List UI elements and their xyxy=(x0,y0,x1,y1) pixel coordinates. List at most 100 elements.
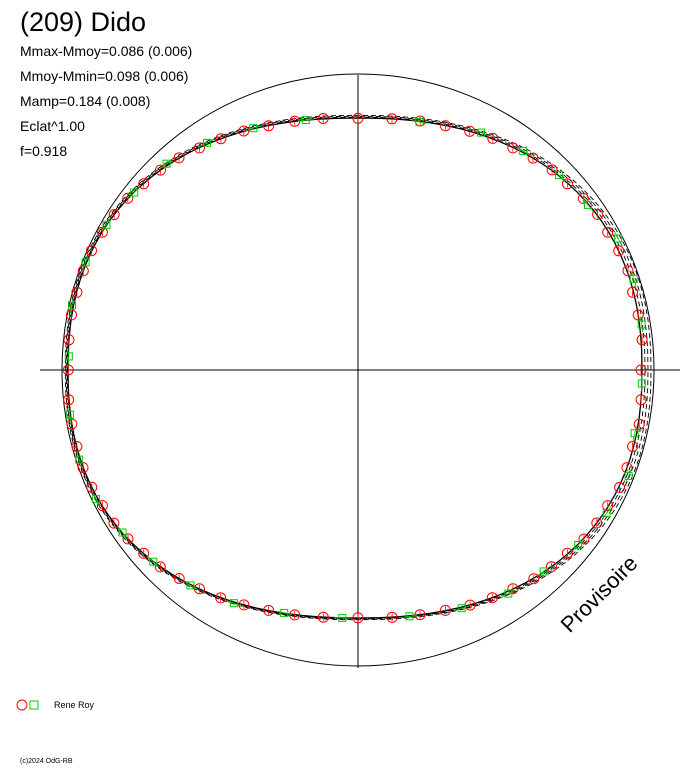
square-marker xyxy=(229,599,238,608)
circle-marker xyxy=(86,481,98,493)
circle-marker xyxy=(263,604,275,616)
circle-marker xyxy=(633,418,645,430)
model-curve-0 xyxy=(67,117,643,619)
square-marker xyxy=(81,258,90,267)
circle-marker xyxy=(352,612,364,624)
square-marker-tick xyxy=(632,425,637,442)
circle-marker xyxy=(66,418,78,430)
model-curve-3 xyxy=(64,114,652,621)
legend-symbols xyxy=(16,699,39,711)
square-marker-tick xyxy=(411,120,428,124)
circle-marker xyxy=(215,592,227,604)
circle-marker xyxy=(215,133,227,145)
square-marker xyxy=(102,220,111,229)
square-marker-tick xyxy=(101,217,112,232)
circle-marker xyxy=(507,583,519,595)
circle-marker xyxy=(527,152,539,164)
circle-marker xyxy=(386,611,398,623)
square-marker xyxy=(118,528,127,537)
circle-marker xyxy=(464,125,476,137)
square-marker xyxy=(457,604,466,613)
square-marker-tick xyxy=(297,118,314,122)
circle-marker xyxy=(108,517,120,529)
stat-eclat: Eclat^1.00 xyxy=(20,118,85,134)
square-marker-tick xyxy=(625,468,632,484)
stat-mmax-mmoy: Mmax-Mmoy=0.086 (0.006) xyxy=(20,43,193,59)
square-marker xyxy=(614,234,623,243)
reference-circle xyxy=(61,73,655,667)
circle-marker xyxy=(86,245,97,257)
square-marker-tick xyxy=(552,169,566,181)
circle-marker xyxy=(173,152,185,164)
square-marker-tick xyxy=(199,138,215,147)
circle-marker xyxy=(528,573,540,585)
square-marker-tick xyxy=(183,580,198,590)
circle-marker xyxy=(386,113,398,125)
stat-f: f=0.918 xyxy=(20,143,68,159)
square-marker xyxy=(637,320,646,329)
circle-marker xyxy=(613,245,625,257)
square-marker xyxy=(415,117,424,126)
circle-marker xyxy=(592,208,604,220)
square-marker xyxy=(504,589,513,598)
circle-marker xyxy=(108,209,120,221)
circle-marker xyxy=(439,120,451,132)
square-marker-tick xyxy=(572,538,584,552)
square-marker-tick xyxy=(473,129,489,136)
legend: Rene Roy xyxy=(16,698,94,712)
square-marker xyxy=(630,429,639,438)
square-marker-tick xyxy=(401,614,418,618)
square-marker xyxy=(405,612,414,621)
square-marker-tick xyxy=(76,451,83,468)
square-marker-tick xyxy=(641,375,643,392)
square-marker xyxy=(555,171,563,180)
circle-marker xyxy=(173,573,185,584)
circle-marker xyxy=(317,113,329,124)
data-markers xyxy=(62,112,648,624)
square-marker xyxy=(477,128,486,137)
square-marker xyxy=(280,608,289,617)
square-marker-tick xyxy=(614,231,623,246)
circle-marker xyxy=(138,178,150,190)
square-marker xyxy=(602,509,611,518)
stat-mamp: Mamp=0.184 (0.008) xyxy=(20,93,151,109)
circle-marker xyxy=(627,286,639,298)
circle-marker xyxy=(486,592,498,604)
square-marker xyxy=(584,200,592,209)
square-marker-tick xyxy=(82,254,89,270)
circle-marker xyxy=(614,481,626,493)
circle-marker xyxy=(627,441,639,452)
square-marker xyxy=(624,472,633,480)
circle-marker xyxy=(71,441,83,452)
circle-marker xyxy=(602,500,614,512)
square-marker-tick xyxy=(334,617,351,619)
circle-marker xyxy=(138,547,150,559)
circle-marker xyxy=(63,394,75,406)
circle-marker xyxy=(632,309,644,321)
circle-marker xyxy=(578,533,590,545)
circle-marker xyxy=(546,164,558,176)
model-curve-2 xyxy=(65,115,649,620)
circle-marker xyxy=(591,517,603,529)
square-marker xyxy=(203,138,212,147)
square-marker xyxy=(519,146,528,155)
circle-marker xyxy=(71,286,83,298)
square-marker-tick xyxy=(453,605,470,611)
circle-marker xyxy=(577,192,589,204)
square-marker xyxy=(149,557,158,566)
chart-title: (209) Dido xyxy=(20,7,147,37)
model-curve-1 xyxy=(66,116,646,620)
square-marker xyxy=(65,410,74,419)
circle-marker xyxy=(96,500,108,512)
square-marker-tick xyxy=(640,316,644,333)
square-marker xyxy=(92,495,101,504)
circle-marker xyxy=(193,142,205,154)
square-marker-tick xyxy=(117,525,128,540)
circle-marker xyxy=(122,533,134,545)
circle-marker xyxy=(63,334,75,346)
square-marker xyxy=(75,455,84,464)
legend-circle-marker xyxy=(16,699,28,711)
square-marker-tick xyxy=(276,610,293,615)
square-marker xyxy=(301,116,310,125)
legend-square-marker xyxy=(29,700,39,710)
